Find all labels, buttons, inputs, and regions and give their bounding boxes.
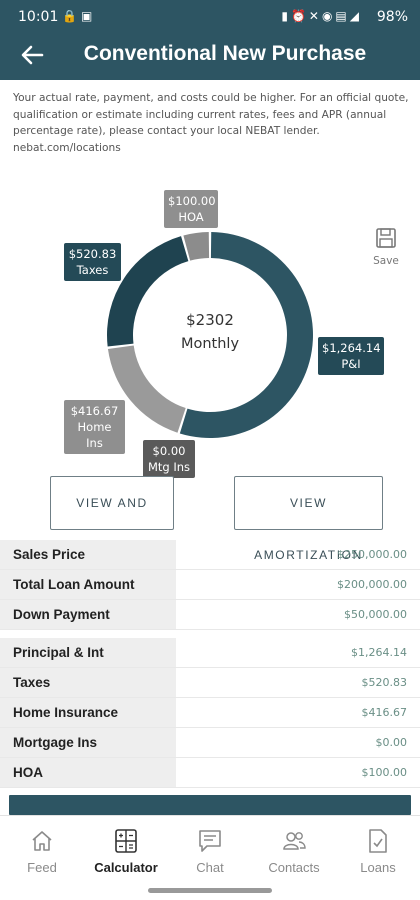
table-row: Home Insurance $416.67 [0,698,420,728]
view-and-share-button[interactable]: VIEW AND SHARE [50,476,174,562]
callout-taxes-label: Taxes [76,263,109,277]
gesture-bar [148,888,272,893]
home-icon [32,831,52,851]
contacts-icon [283,832,306,850]
chat-icon [199,830,221,852]
donut-svg: $2302 Monthly [107,232,313,438]
app-bar: Conventional New Purchase [0,34,420,80]
row-value: $200,000.00 [337,578,407,591]
row-label: Sales Price [0,540,176,569]
callout-pi-value: $1,264.14 [322,341,381,355]
table-row: Mortgage Ins $0.00 [0,728,420,758]
loan-summary-table: Sales Price $250,000.00 Total Loan Amount… [0,540,420,630]
nav-item-contacts[interactable]: Contacts [252,816,336,881]
row-value: $50,000.00 [344,608,407,621]
table-row: Taxes $520.83 [0,668,420,698]
nav-item-calculator[interactable]: Calculator [84,816,168,881]
payment-breakdown-table: Principal & Int $1,264.14 Taxes $520.83 Ho… [0,638,420,788]
row-value: $416.67 [361,706,408,719]
callout-mtg-ins-value: $0.00 [152,444,186,458]
row-label: Down Payment [0,600,176,629]
donut-center-label: Monthly [181,336,239,352]
callout-home-ins: $416.67 Home Ins [64,400,125,454]
callout-pi: $1,264.14 P&I [318,337,384,375]
nav-item-loans[interactable]: Loans [336,816,420,881]
callout-hoa: $100.00 HOA [164,190,218,228]
save-button[interactable]: Save [370,227,402,267]
donut-center-amount: $2302 [186,311,234,329]
nav-item-chat[interactable]: Chat [168,816,252,881]
donut-slice-taxes [107,236,189,347]
disclaimer-text: Your actual rate, payment, and costs cou… [13,92,409,154]
nav-item-feed[interactable]: Feed [0,816,84,881]
row-value: $100.00 [361,766,408,779]
back-arrow-icon[interactable] [18,40,48,72]
row-value: $1,264.14 [351,646,407,659]
payment-donut-chart: $2302 Monthly $100.00 HOA $520.83 Taxes … [0,180,420,480]
donut-slice-p-i [179,232,313,438]
callout-taxes: $520.83 Taxes [64,243,121,281]
callout-taxes-value: $520.83 [68,247,117,261]
battery-percent: 98% [376,9,408,25]
status-notification-icons: 🔒▣ [62,9,97,23]
status-bar: 10:01 🔒▣ ▮⏰✕◉▤◢ 98% [0,0,420,34]
view-amortization-button[interactable]: VIEW AMORTIZATION [234,476,383,562]
callout-mtg-ins-label: Mtg Ins [147,460,191,474]
callout-mtg-ins: $0.00 Mtg Ins [143,440,195,478]
primary-action-bar[interactable] [9,795,411,815]
table-row: Down Payment $50,000.00 [0,600,420,630]
table-row: Principal & Int $1,264.14 [0,638,420,668]
callout-home-ins-value: $416.67 [70,404,119,418]
bottom-navigation: Feed Calculator Chat Contacts Loans [0,815,420,880]
table-row: Sales Price $250,000.00 [0,540,420,570]
table-row: Total Loan Amount $200,000.00 [0,570,420,600]
row-value: $0.00 [375,736,408,749]
donut-slice-home-ins [107,345,186,433]
save-label: Save [373,255,399,267]
callout-pi-label: P&I [341,357,361,371]
row-value: $520.83 [361,676,408,689]
row-label: HOA [0,758,176,787]
status-system-icons: ▮⏰✕◉▤◢ [281,9,362,23]
nav-label: Chat [196,860,224,875]
row-label: Taxes [0,668,176,697]
row-label: Home Insurance [0,698,176,727]
page-title: Conventional New Purchase [83,42,367,65]
nav-label: Loans [360,860,396,875]
document-check-icon [369,829,387,853]
callout-hoa-label: HOA [178,210,204,224]
callout-home-ins-label: Home Ins [77,420,112,450]
table-row: HOA $100.00 [0,758,420,788]
callout-hoa-value: $100.00 [168,194,216,208]
save-icon [376,228,396,248]
nav-label: Contacts [268,860,320,875]
status-time: 10:01 [18,9,59,25]
row-label: Principal & Int [0,638,176,667]
row-label: Mortgage Ins [0,728,176,757]
nav-label: Feed [27,860,57,875]
row-label: Total Loan Amount [0,570,176,599]
calculator-icon [115,829,137,853]
row-value: $250,000.00 [337,548,407,561]
donut-slice-hoa [183,232,210,261]
nav-label: Calculator [94,860,158,875]
